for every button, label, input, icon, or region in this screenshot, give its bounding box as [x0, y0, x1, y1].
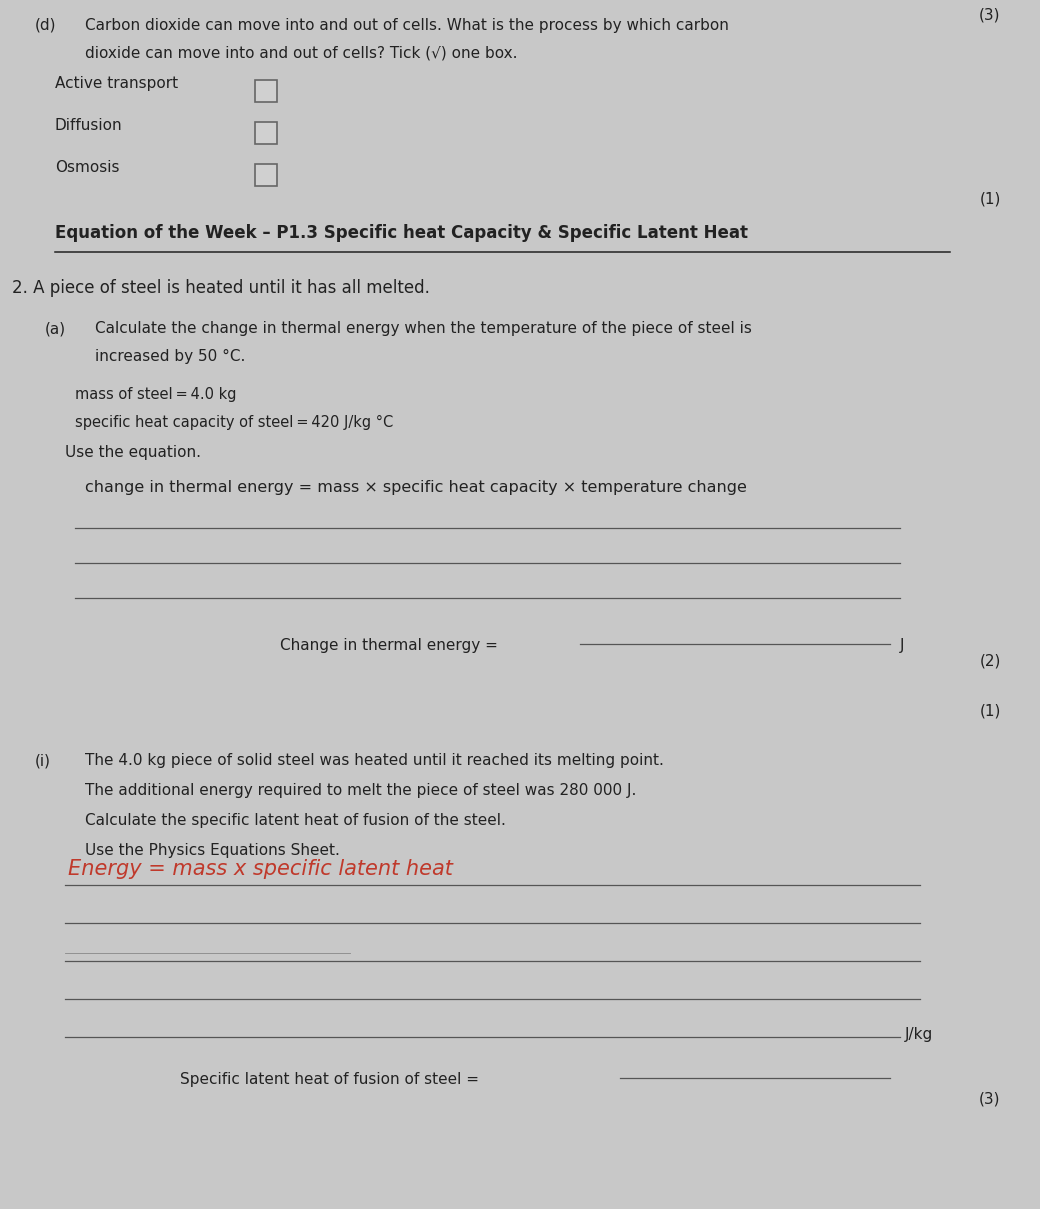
Text: change in thermal energy = mass × specific heat capacity × temperature change: change in thermal energy = mass × specif…	[85, 480, 747, 494]
Bar	[255, 80, 277, 102]
Text: (1): (1)	[980, 192, 1000, 207]
Text: Osmosis: Osmosis	[55, 160, 120, 175]
Text: (a): (a)	[45, 322, 67, 336]
Text: (3): (3)	[980, 8, 1000, 23]
Text: Change in thermal energy =: Change in thermal energy =	[280, 638, 498, 653]
Bar	[255, 164, 277, 186]
Text: (d): (d)	[35, 18, 56, 33]
Text: Active transport: Active transport	[55, 76, 178, 91]
Text: specific heat capacity of steel ═ 420 J/kg °C: specific heat capacity of steel ═ 420 J/…	[75, 415, 393, 430]
Text: Equation of the Week – P1.3 Specific heat Capacity & Specific Latent Heat: Equation of the Week – P1.3 Specific hea…	[55, 224, 748, 242]
Text: (2): (2)	[980, 653, 1000, 669]
Text: dioxide can move into and out of cells? Tick (√) one box.: dioxide can move into and out of cells? …	[85, 46, 518, 60]
Text: Calculate the change in thermal energy when the temperature of the piece of stee: Calculate the change in thermal energy w…	[95, 322, 752, 336]
Text: increased by 50 °C.: increased by 50 °C.	[95, 349, 245, 364]
Bar	[255, 122, 277, 144]
Text: (3): (3)	[980, 1092, 1000, 1107]
Text: Carbon dioxide can move into and out of cells. What is the process by which carb: Carbon dioxide can move into and out of …	[85, 18, 729, 33]
Text: Use the equation.: Use the equation.	[64, 445, 201, 459]
Text: (i): (i)	[35, 753, 51, 768]
Text: Calculate the specific latent heat of fusion of the steel.: Calculate the specific latent heat of fu…	[85, 812, 505, 828]
Text: mass of steel ═ 4.0 kg: mass of steel ═ 4.0 kg	[75, 387, 236, 403]
Text: Specific latent heat of fusion of steel =: Specific latent heat of fusion of steel …	[180, 1072, 479, 1087]
Text: J/kg: J/kg	[905, 1026, 933, 1042]
Text: 2. A piece of steel is heated until it has all melted.: 2. A piece of steel is heated until it h…	[12, 279, 430, 297]
Text: J: J	[900, 638, 905, 653]
Text: (1): (1)	[980, 702, 1000, 718]
Text: Use the Physics Equations Sheet.: Use the Physics Equations Sheet.	[85, 843, 340, 858]
Text: Energy = mass x specific latent heat: Energy = mass x specific latent heat	[68, 860, 452, 879]
Text: The 4.0 kg piece of solid steel was heated until it reached its melting point.: The 4.0 kg piece of solid steel was heat…	[85, 753, 664, 768]
Text: Diffusion: Diffusion	[55, 118, 123, 133]
Text: The additional energy required to melt the piece of steel was 280 000 J.: The additional energy required to melt t…	[85, 783, 636, 798]
